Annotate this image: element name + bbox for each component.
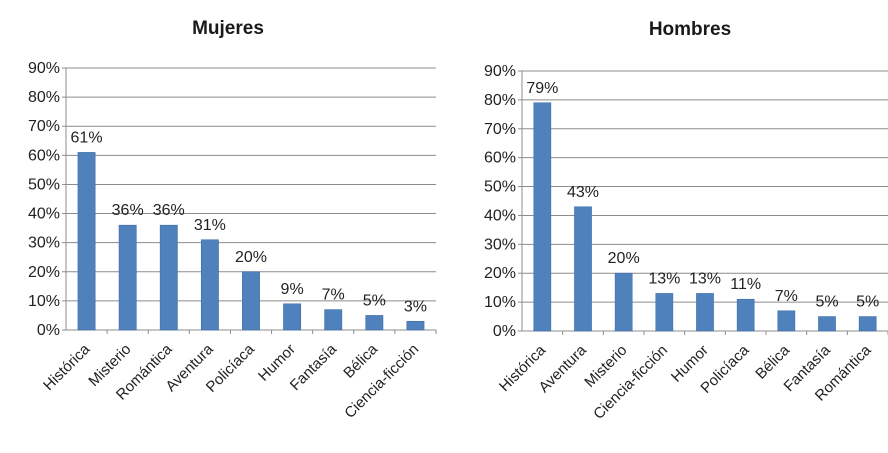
mujeres-chart: Mujeres 0% 10% 20% 30% 40% 50% 60% 70% 80% 90% 61% H… xyxy=(28,18,437,422)
mujeres-y-tick-label: 70% xyxy=(28,118,60,135)
mujeres-bar xyxy=(77,152,96,331)
mujeres-bar xyxy=(159,224,178,331)
mujeres-bar xyxy=(324,309,343,331)
hombres-bar xyxy=(818,316,836,332)
mujeres-y-tick-label: 60% xyxy=(28,147,60,164)
hombres-y-tick-label: 10% xyxy=(484,294,516,311)
mujeres-y-tick-label: 80% xyxy=(28,89,60,106)
hombres-data-label: 5% xyxy=(815,294,838,311)
hombres-y-tick-label: 60% xyxy=(484,150,516,167)
hombres-data-label: 43% xyxy=(567,184,599,201)
hombres-y-tick-label: 0% xyxy=(493,323,516,340)
mujeres-category-label: Fantasía xyxy=(287,340,341,394)
mujeres-bar xyxy=(283,303,302,331)
mujeres-category-label: Histórica xyxy=(40,340,94,394)
hombres-bar xyxy=(574,206,592,332)
hombres-data-label: 5% xyxy=(856,294,879,311)
mujeres-data-label: 9% xyxy=(281,281,304,298)
hombres-data-label: 20% xyxy=(608,250,640,267)
mujeres-bar xyxy=(406,320,425,331)
mujeres-y-tick-label: 90% xyxy=(28,60,60,77)
hombres-bar xyxy=(777,310,796,332)
mujeres-y-tick-label: 10% xyxy=(28,293,60,310)
mujeres-category-label: Ciencia-ficción xyxy=(341,341,422,422)
hombres-y-tick-label: 70% xyxy=(484,121,516,138)
hombres-bar xyxy=(696,293,714,332)
hombres-data-label: 7% xyxy=(775,288,798,305)
mujeres-data-label: 3% xyxy=(404,298,427,315)
mujeres-bar xyxy=(365,315,384,331)
hombres-y-tick-label: 80% xyxy=(484,92,516,109)
hombres-y-tick-label: 20% xyxy=(484,265,516,282)
mujeres-bar xyxy=(118,224,137,331)
mujeres-bar xyxy=(200,239,219,331)
hombres-chart-title: Hombres xyxy=(649,19,731,40)
mujeres-y-tick-label: 30% xyxy=(28,235,60,252)
mujeres-chart-title: Mujeres xyxy=(192,18,264,39)
hombres-bar xyxy=(736,298,755,332)
hombres-bar xyxy=(655,293,674,332)
hombres-y-tick-label: 30% xyxy=(484,236,516,253)
hombres-bar xyxy=(858,316,877,332)
hombres-data-label: 11% xyxy=(730,276,761,293)
hombres-data-label: 13% xyxy=(648,270,680,287)
hombres-y-tick-label: 40% xyxy=(484,207,516,224)
hombres-bar xyxy=(533,102,552,332)
hombres-data-label: 13% xyxy=(689,270,721,287)
hombres-data-label: 79% xyxy=(526,80,558,97)
hombres-category-label: Ciencia-ficción xyxy=(590,342,671,423)
hombres-y-tick-label: 50% xyxy=(484,179,516,196)
mujeres-data-label: 7% xyxy=(322,287,345,304)
hombres-chart: Hombres0%10%20%30%40%50%60%70%80%90%79%H… xyxy=(484,19,888,423)
mujeres-y-tick-label: 50% xyxy=(28,176,60,193)
mujeres-data-label: 61% xyxy=(71,129,103,146)
hombres-bar xyxy=(614,272,633,332)
hombres-y-tick-label: 90% xyxy=(484,63,516,80)
mujeres-y-tick-label: 0% xyxy=(37,322,60,339)
mujeres-data-label: 5% xyxy=(363,292,386,309)
mujeres-data-label: 31% xyxy=(194,217,226,234)
mujeres-y-tick-label: 40% xyxy=(28,206,60,223)
mujeres-data-label: 36% xyxy=(153,202,185,219)
mujeres-data-label: 20% xyxy=(235,249,267,266)
mujeres-y-tick-label: 20% xyxy=(28,264,60,281)
mujeres-data-label: 36% xyxy=(112,202,144,219)
mujeres-bar xyxy=(242,271,260,331)
